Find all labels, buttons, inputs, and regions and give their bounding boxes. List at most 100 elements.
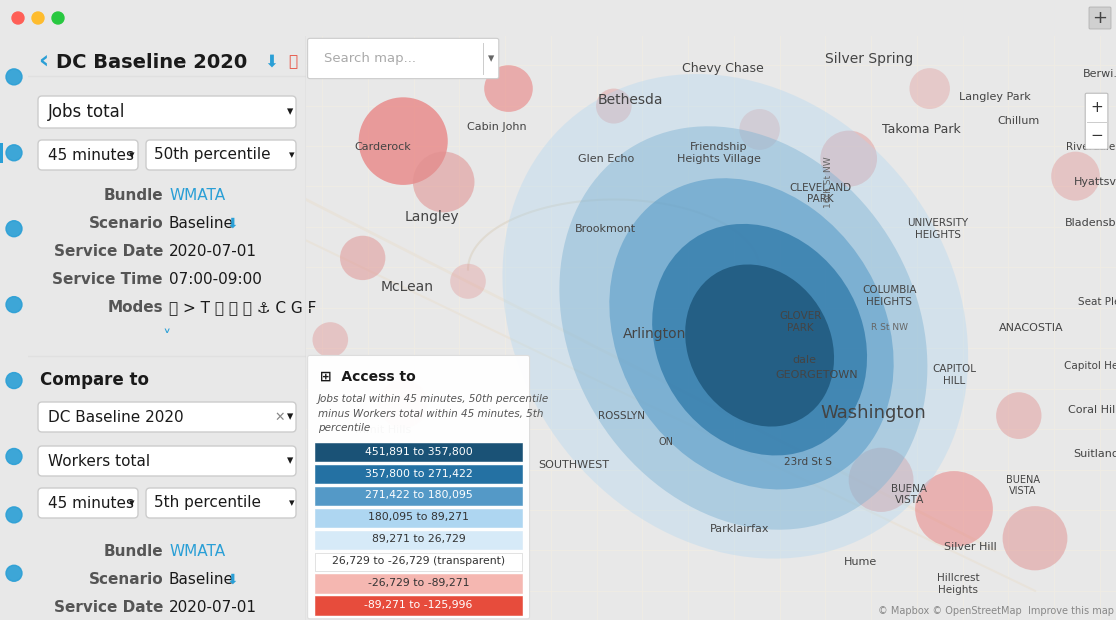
Text: −: −	[1090, 128, 1103, 143]
Circle shape	[6, 448, 22, 464]
Text: Langley: Langley	[404, 210, 459, 224]
Text: UNIVERSITY
HEIGHTS: UNIVERSITY HEIGHTS	[907, 218, 969, 239]
Ellipse shape	[820, 131, 877, 187]
Ellipse shape	[559, 126, 927, 529]
Text: DC Baseline 2020: DC Baseline 2020	[48, 409, 184, 425]
Text: SOUTHWEST: SOUTHWEST	[538, 460, 609, 470]
Text: Takoma Park: Takoma Park	[883, 123, 961, 136]
Ellipse shape	[502, 74, 969, 559]
Text: Riverdale Park: Riverdale Park	[1066, 142, 1116, 152]
Text: 451,891 to 357,800: 451,891 to 357,800	[365, 446, 472, 457]
Text: 271,422 to 180,095: 271,422 to 180,095	[365, 490, 472, 500]
Bar	[315, 552, 522, 571]
Text: Silver Hill: Silver Hill	[944, 542, 997, 552]
Text: ▾: ▾	[488, 52, 493, 65]
Text: percentile: percentile	[318, 423, 371, 433]
Text: ▾: ▾	[129, 498, 135, 508]
Text: Compare to: Compare to	[40, 371, 150, 389]
Ellipse shape	[484, 65, 532, 112]
Text: 🚶 > T 🚆 🚌 🚂 ⚓ C G F: 🚶 > T 🚆 🚌 🚂 ⚓ C G F	[169, 301, 316, 316]
Text: 2020-07-01: 2020-07-01	[169, 601, 257, 616]
Text: Parklairfax: Parklairfax	[710, 525, 769, 534]
Ellipse shape	[596, 89, 632, 123]
Text: ▾: ▾	[129, 150, 135, 160]
Circle shape	[6, 565, 22, 582]
Ellipse shape	[685, 265, 834, 427]
FancyBboxPatch shape	[38, 446, 296, 476]
Ellipse shape	[997, 392, 1041, 439]
Text: ⬇: ⬇	[227, 217, 239, 231]
Text: Capitol Heigh...: Capitol Heigh...	[1064, 361, 1116, 371]
Ellipse shape	[609, 178, 894, 489]
Ellipse shape	[910, 68, 950, 109]
Text: 2020-07-01: 2020-07-01	[169, 244, 257, 260]
Text: 07:00-09:00: 07:00-09:00	[169, 273, 262, 288]
Circle shape	[52, 12, 64, 24]
Text: CAPITOL
HILL: CAPITOL HILL	[932, 364, 976, 386]
Text: +: +	[1090, 100, 1103, 115]
Bar	[315, 509, 522, 527]
Text: Glen Echo: Glen Echo	[578, 154, 634, 164]
Text: mmit Hills: mmit Hills	[355, 425, 411, 435]
Text: Langley Park: Langley Park	[959, 92, 1030, 102]
Text: ▾: ▾	[287, 105, 294, 118]
Text: WMATA: WMATA	[169, 544, 225, 559]
Ellipse shape	[340, 236, 385, 280]
Text: 50th percentile: 50th percentile	[154, 148, 270, 162]
Text: ▾: ▾	[287, 410, 294, 423]
Text: Jobs total within 45 minutes, 50th percentile: Jobs total within 45 minutes, 50th perce…	[318, 394, 549, 404]
Text: +: +	[1093, 9, 1107, 27]
Ellipse shape	[1051, 152, 1099, 201]
Text: -89,271 to -125,996: -89,271 to -125,996	[365, 600, 473, 610]
Ellipse shape	[1002, 506, 1067, 570]
Text: 23rd St S: 23rd St S	[785, 458, 833, 467]
Text: Brookmont: Brookmont	[575, 224, 636, 234]
Text: Suitland: Suitland	[1072, 448, 1116, 459]
Ellipse shape	[379, 379, 427, 428]
Text: Chevy Chase: Chevy Chase	[682, 61, 764, 74]
Text: 🗑: 🗑	[288, 55, 297, 69]
Ellipse shape	[413, 152, 474, 213]
Bar	[315, 487, 522, 505]
Text: Silver Spring: Silver Spring	[825, 52, 913, 66]
Text: Carderock: Carderock	[355, 142, 412, 152]
Text: 5th percentile: 5th percentile	[154, 495, 261, 510]
Text: Chillum: Chillum	[998, 116, 1040, 126]
Text: GLOVER
PARK: GLOVER PARK	[779, 311, 821, 333]
Text: Coral Hills: Coral Hills	[1068, 405, 1116, 415]
Text: 180,095 to 89,271: 180,095 to 89,271	[368, 512, 469, 523]
Text: 16th St NW: 16th St NW	[824, 156, 833, 208]
Text: Scenario: Scenario	[88, 572, 163, 588]
Text: McLean: McLean	[381, 280, 434, 294]
Bar	[315, 596, 522, 615]
Text: Washington: Washington	[820, 404, 926, 422]
Text: ⬇: ⬇	[227, 573, 239, 587]
Text: ▾: ▾	[289, 150, 295, 160]
Text: ANACOSTIA: ANACOSTIA	[999, 323, 1064, 333]
Ellipse shape	[915, 471, 993, 547]
Text: Friendship
Heights Village: Friendship Heights Village	[677, 142, 761, 164]
FancyBboxPatch shape	[38, 488, 138, 518]
Text: dale: dale	[792, 355, 816, 365]
Ellipse shape	[848, 448, 914, 512]
FancyBboxPatch shape	[38, 140, 138, 170]
Text: Bladensburg: Bladensburg	[1065, 218, 1116, 228]
Text: ON: ON	[658, 437, 674, 447]
Text: R St NW: R St NW	[870, 324, 907, 332]
FancyBboxPatch shape	[38, 96, 296, 128]
Text: Berwi...: Berwi...	[1083, 69, 1116, 79]
Text: Seat Ple...: Seat Ple...	[1078, 297, 1116, 307]
Circle shape	[32, 12, 44, 24]
Circle shape	[6, 373, 22, 389]
FancyBboxPatch shape	[1089, 7, 1112, 29]
Circle shape	[6, 507, 22, 523]
FancyBboxPatch shape	[38, 402, 296, 432]
Text: Baseline: Baseline	[169, 216, 234, 231]
Ellipse shape	[652, 224, 867, 456]
Text: 45 minutes: 45 minutes	[48, 495, 134, 510]
Text: BUENA
VISTA: BUENA VISTA	[892, 484, 927, 505]
Text: ˅: ˅	[163, 329, 171, 347]
Text: Jobs total: Jobs total	[48, 103, 125, 121]
FancyBboxPatch shape	[146, 488, 296, 518]
Text: ▾: ▾	[289, 498, 295, 508]
